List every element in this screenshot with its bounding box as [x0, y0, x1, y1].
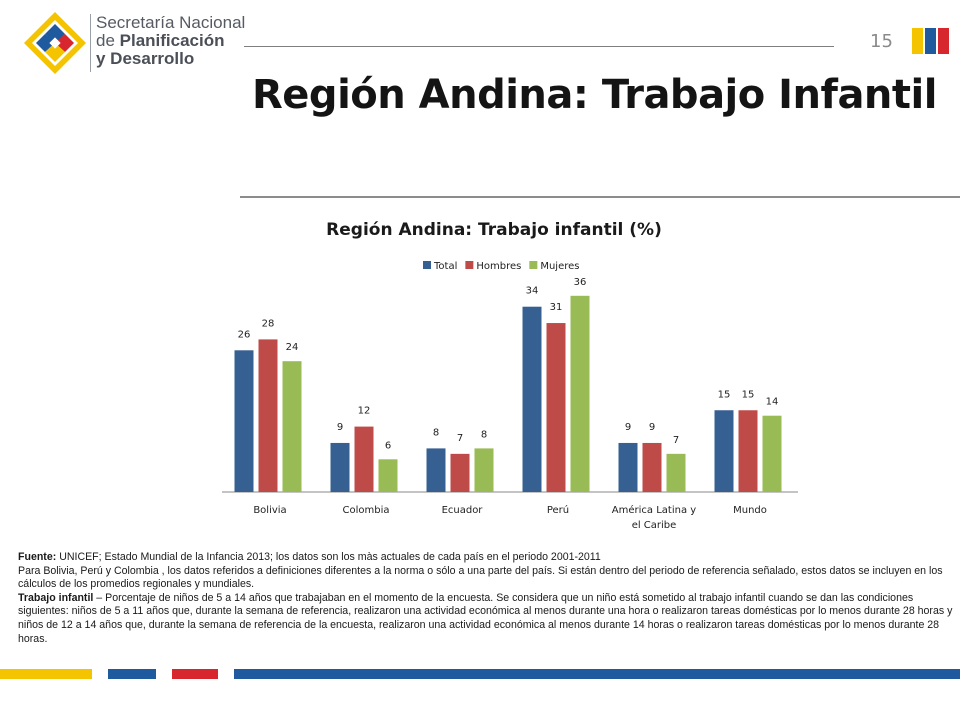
source-text: UNICEF; Estado Mundial de la Infancia 20…: [56, 551, 601, 563]
data-label-peru-total: 34: [526, 286, 539, 297]
bar-peru-mujeres: [570, 295, 590, 492]
bar-bolivia-total: [234, 350, 254, 492]
title-rule: [240, 196, 960, 198]
bar-peru-total: [522, 306, 542, 492]
data-label-bolivia-hombres: 28: [262, 318, 275, 329]
data-label-ecuador-hombres: 7: [457, 433, 463, 444]
legend-label-mujeres: Mujeres: [540, 261, 579, 272]
bar-colombia-mujeres: [378, 459, 398, 492]
footer-strip-blue-2: [234, 669, 960, 679]
category-label-america-latina-y-el-caribe: América Latina y el Caribe: [612, 504, 696, 531]
bar-bolivia-mujeres: [282, 361, 302, 492]
bar-ecuador-mujeres: [474, 448, 494, 492]
data-label-america-latina-y-el-caribe-hombres: 9: [649, 422, 655, 433]
data-label-mundo-mujeres: 14: [766, 397, 779, 408]
definition-note: Trabajo infantil – Porcentaje de niños d…: [18, 592, 958, 646]
footer-strip-blue-1: [108, 669, 156, 679]
org-line-3: y Desarrollo: [96, 49, 195, 68]
legend-swatch-hombres: [465, 261, 474, 269]
org-line-2a: de: [96, 31, 120, 50]
bar-america-latina-y-el-caribe-total: [618, 442, 638, 492]
data-label-colombia-total: 9: [337, 422, 343, 433]
data-label-peru-mujeres: 36: [574, 277, 587, 288]
data-label-bolivia-total: 26: [238, 329, 251, 340]
org-line-1: Secretaría Nacional: [96, 13, 246, 32]
data-label-bolivia-mujeres: 24: [286, 342, 299, 353]
bar-colombia-total: [330, 442, 350, 492]
bar-bolivia-hombres: [258, 339, 278, 492]
data-label-colombia-hombres: 12: [358, 406, 371, 417]
bar-mundo-total: [714, 410, 734, 492]
data-label-mundo-hombres: 15: [742, 389, 755, 400]
legend-swatch-total: [423, 261, 431, 269]
data-label-america-latina-y-el-caribe-total: 9: [625, 422, 631, 433]
chart-legend: Total Hombres Mujeres: [423, 261, 580, 272]
org-name: Secretaría Nacional de Planificación y D…: [96, 14, 245, 68]
data-label-colombia-mujeres: 6: [385, 440, 391, 451]
bar-america-latina-y-el-caribe-hombres: [642, 442, 662, 492]
legend-label-total: Total: [433, 261, 457, 272]
bar-america-latina-y-el-caribe-mujeres: [666, 453, 686, 492]
data-label-mundo-total: 15: [718, 389, 731, 400]
legend-label-hombres: Hombres: [476, 261, 521, 272]
data-label-ecuador-mujeres: 8: [481, 429, 487, 440]
definition-text: – Porcentaje de niños de 5 a 14 años que…: [18, 591, 953, 645]
bar-peru-hombres: [546, 323, 566, 492]
coverage-note: Para Bolivia, Perú y Colombia , los dato…: [18, 564, 943, 591]
bar-colombia-hombres: [354, 426, 374, 492]
senplades-logo-icon: [24, 12, 86, 74]
source-note: Fuente: UNICEF; Estado Mundial de la Inf…: [18, 551, 958, 565]
bar-ecuador-total: [426, 448, 446, 492]
bar-mundo-hombres: [738, 410, 758, 492]
source-label: Fuente:: [18, 551, 57, 563]
footer-strip-yellow: [0, 669, 92, 679]
data-label-america-latina-y-el-caribe-mujeres: 7: [673, 435, 679, 446]
bar-ecuador-hombres: [450, 453, 470, 492]
legend-swatch-mujeres: [529, 261, 538, 269]
bar-mundo-mujeres: [762, 415, 782, 492]
data-label-ecuador-total: 8: [433, 427, 439, 438]
org-line-2b: Planificación: [119, 31, 225, 50]
flag-red-stripe: [938, 28, 949, 54]
category-label-peru: Perú: [547, 504, 569, 516]
bar-chart: Región Andina: Trabajo infantil (%) Tota…: [222, 220, 798, 531]
definition-label: Trabajo infantil: [18, 591, 94, 604]
footer-strip-red: [172, 669, 218, 679]
flag-yellow-stripe: [912, 28, 923, 54]
flag-blue-stripe: [925, 28, 936, 54]
header-rule: [244, 46, 834, 47]
logo-divider: [90, 14, 91, 72]
category-label-mundo: Mundo: [733, 505, 767, 516]
chart-title: Región Andina: Trabajo infantil (%): [326, 220, 662, 240]
page-number: 15: [870, 31, 893, 52]
footer-notes: Fuente: UNICEF; Estado Mundial de la Inf…: [18, 551, 958, 646]
data-label-peru-hombres: 31: [550, 302, 563, 313]
category-label-bolivia: Bolivia: [253, 505, 286, 516]
category-label-colombia: Colombia: [343, 505, 390, 516]
category-label-ecuador: Ecuador: [442, 505, 484, 516]
slide-title: Región Andina: Trabajo Infantil: [252, 72, 937, 118]
